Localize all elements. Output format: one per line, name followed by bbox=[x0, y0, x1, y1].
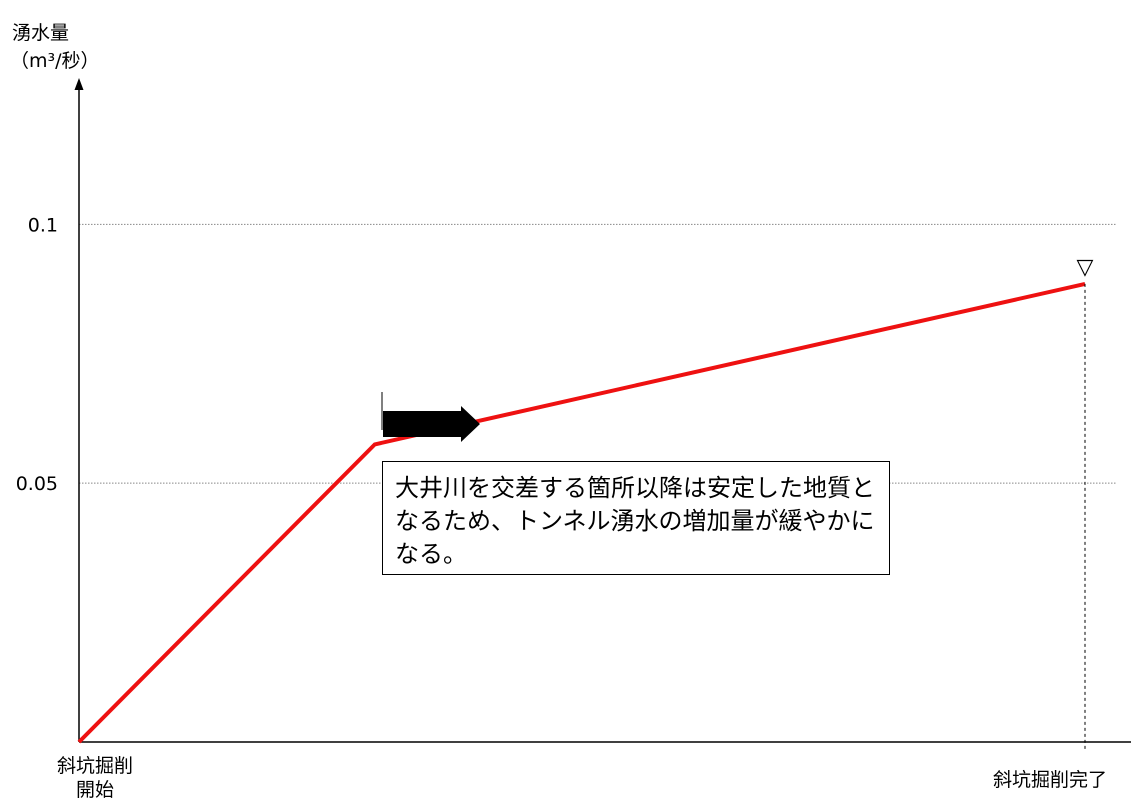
x-category-end: 斜坑掘削完了 bbox=[992, 769, 1107, 791]
gridlines bbox=[79, 223, 1116, 484]
y-tick-label-1: 0.1 bbox=[28, 214, 58, 236]
y-tick-label-0: 0.05 bbox=[16, 473, 58, 495]
y-axis-label-line1: 湧水量 bbox=[12, 22, 70, 44]
x-category-start-line2: 開始 bbox=[75, 779, 114, 801]
x-category-start-line1: 斜坑掘削 bbox=[56, 755, 133, 777]
series: ▽ bbox=[77, 255, 1094, 750]
end-marker-icon: ▽ bbox=[1077, 255, 1094, 280]
y-tick-labels: 0.05 0.1 bbox=[16, 214, 58, 495]
y-axis-arrowhead bbox=[74, 78, 84, 90]
y-axis-label-line2: （m³/秒） bbox=[10, 50, 100, 72]
x-category-start: 斜坑掘削 開始 bbox=[40, 754, 150, 802]
right-arrow-icon bbox=[383, 406, 480, 442]
annotation-arrow-group bbox=[381, 392, 480, 442]
axes bbox=[74, 78, 1131, 743]
annotation-box: 大井川を交差する箇所以降は安定した地質となるため、トンネル湧水の増加量が緩やかに… bbox=[382, 461, 890, 575]
